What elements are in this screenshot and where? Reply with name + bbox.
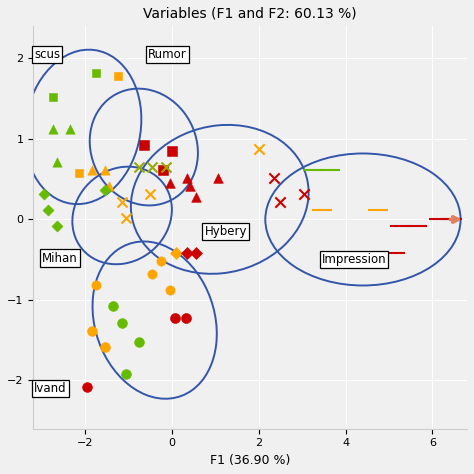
Point <box>114 73 121 80</box>
Point <box>45 206 52 214</box>
Text: Hybery: Hybery <box>205 225 247 238</box>
Point <box>53 158 61 165</box>
Point <box>318 206 326 214</box>
Point <box>49 126 56 133</box>
Point <box>101 343 109 350</box>
Point <box>149 271 156 278</box>
Text: Impression: Impression <box>322 253 386 266</box>
X-axis label: F1 (36.90 %): F1 (36.90 %) <box>210 454 290 467</box>
Point <box>118 319 126 326</box>
Point <box>270 174 278 182</box>
Point <box>168 147 176 155</box>
Point <box>183 174 191 182</box>
Point <box>75 169 82 177</box>
Point <box>109 302 117 310</box>
Point <box>214 174 221 182</box>
Point <box>160 166 167 173</box>
Point <box>53 222 61 230</box>
Point <box>136 338 143 346</box>
Point <box>146 190 154 198</box>
Point <box>105 182 113 190</box>
Text: Rumor: Rumor <box>148 48 187 61</box>
Point <box>173 249 180 257</box>
Point <box>413 222 421 230</box>
Point <box>92 69 100 77</box>
Text: lvand: lvand <box>34 382 67 395</box>
Point <box>435 216 443 223</box>
Point <box>88 166 96 173</box>
Point <box>162 164 169 171</box>
Point <box>166 286 173 294</box>
Point <box>301 190 308 198</box>
Point <box>448 216 456 223</box>
Point <box>66 126 74 133</box>
Point <box>123 370 130 378</box>
Point <box>327 166 334 173</box>
Point <box>157 257 165 265</box>
Point <box>255 145 263 153</box>
Point <box>149 164 156 171</box>
Point <box>309 166 317 173</box>
Text: scus: scus <box>34 48 60 61</box>
Point <box>123 214 130 222</box>
Point <box>186 182 194 190</box>
Point <box>348 249 356 257</box>
Point <box>172 314 179 321</box>
Title: Variables (F1 and F2: 60.13 %): Variables (F1 and F2: 60.13 %) <box>143 7 357 21</box>
Point <box>374 206 382 214</box>
Point <box>140 142 147 149</box>
Point <box>92 282 100 289</box>
Point <box>136 164 143 171</box>
Point <box>166 180 173 187</box>
Point <box>192 193 200 201</box>
Point <box>88 327 96 334</box>
Point <box>183 249 191 257</box>
Point <box>101 186 109 193</box>
Point <box>396 222 403 230</box>
Point <box>392 249 399 257</box>
Point <box>118 198 126 206</box>
Point <box>192 249 200 257</box>
Point <box>40 190 48 198</box>
Text: Mihan: Mihan <box>42 252 78 264</box>
Point <box>182 314 190 321</box>
Point <box>49 93 56 101</box>
Point <box>277 198 284 206</box>
Point <box>101 166 109 173</box>
Point <box>83 383 91 391</box>
